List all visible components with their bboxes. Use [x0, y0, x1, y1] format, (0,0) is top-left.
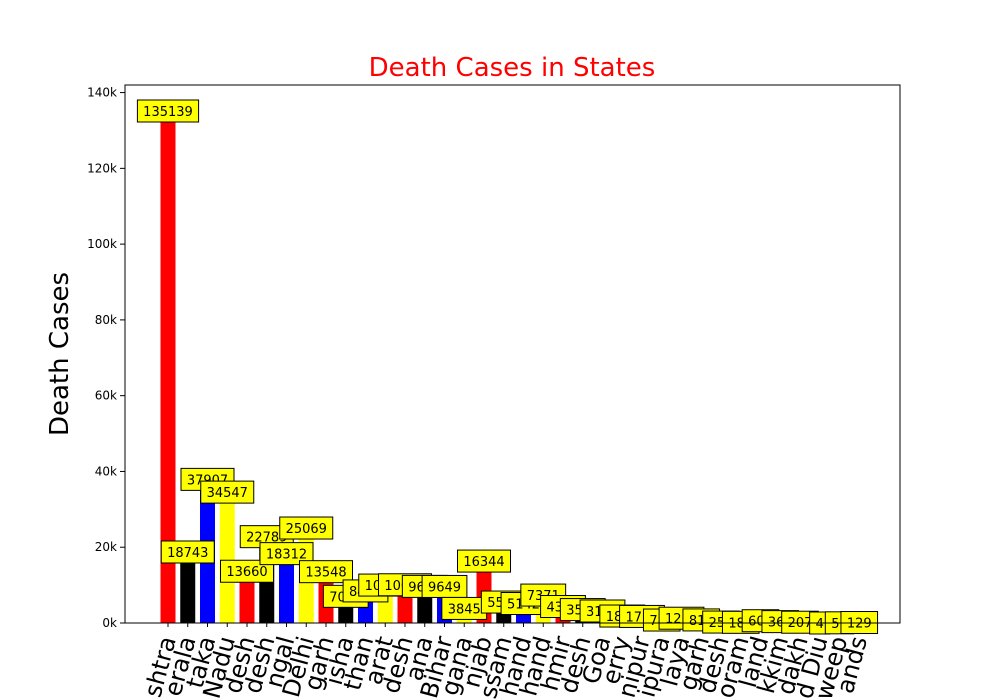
svg-text:34547: 34547 [207, 486, 248, 501]
bar [219, 492, 235, 623]
y-tick-label: 80k [95, 313, 117, 327]
svg-text:129: 129 [847, 617, 872, 632]
svg-text:18743: 18743 [167, 546, 208, 561]
bar [239, 571, 255, 623]
data-label: 18743 [160, 540, 215, 564]
y-tick-label: 0k [102, 616, 117, 630]
y-axis-label: Death Cases [45, 272, 75, 436]
svg-text:18312: 18312 [266, 548, 307, 563]
bar [180, 551, 196, 623]
svg-text:16344: 16344 [463, 555, 504, 570]
y-tick-label: 120k [87, 161, 117, 175]
plot-frame [124, 84, 901, 624]
data-label: 135139 [136, 99, 200, 123]
x-tick-labels: shtraeralatakaNadudeshdeshngalDelhigarhi… [139, 623, 873, 700]
data-label: 3845 [441, 596, 488, 620]
bar [160, 110, 176, 623]
y-tick-label: 100k [87, 237, 117, 251]
data-label: 13660 [220, 559, 274, 583]
chart-title: Death Cases in States [369, 53, 656, 83]
y-tick-label: 20k [95, 540, 117, 554]
bar [279, 553, 294, 623]
y-tick-label: 140k [87, 86, 117, 100]
data-label: 25069 [279, 516, 334, 540]
svg-text:22789: 22789 [246, 531, 287, 546]
data-label: 9649 [421, 574, 468, 598]
data-label: 34547 [200, 480, 255, 504]
data-labels: 1351391874337907345471366022789183122506… [136, 99, 879, 635]
svg-text:207: 207 [788, 616, 813, 631]
svg-text:13660: 13660 [226, 565, 267, 580]
svg-text:9649: 9649 [428, 580, 461, 595]
data-label: 16344 [457, 549, 511, 573]
svg-text:3845: 3845 [448, 602, 481, 617]
svg-text:135139: 135139 [143, 105, 193, 120]
data-label: 13548 [299, 560, 353, 584]
svg-text:4: 4 [816, 617, 824, 632]
y-tick-label: 60k [95, 389, 117, 403]
data-label: 18312 [259, 542, 314, 566]
svg-text:25069: 25069 [286, 522, 327, 537]
svg-text:13548: 13548 [305, 566, 346, 581]
y-axis: 0k 20k 40k 60k 80k 100k 120k 140k [87, 86, 125, 630]
y-tick-label: 40k [95, 464, 117, 478]
